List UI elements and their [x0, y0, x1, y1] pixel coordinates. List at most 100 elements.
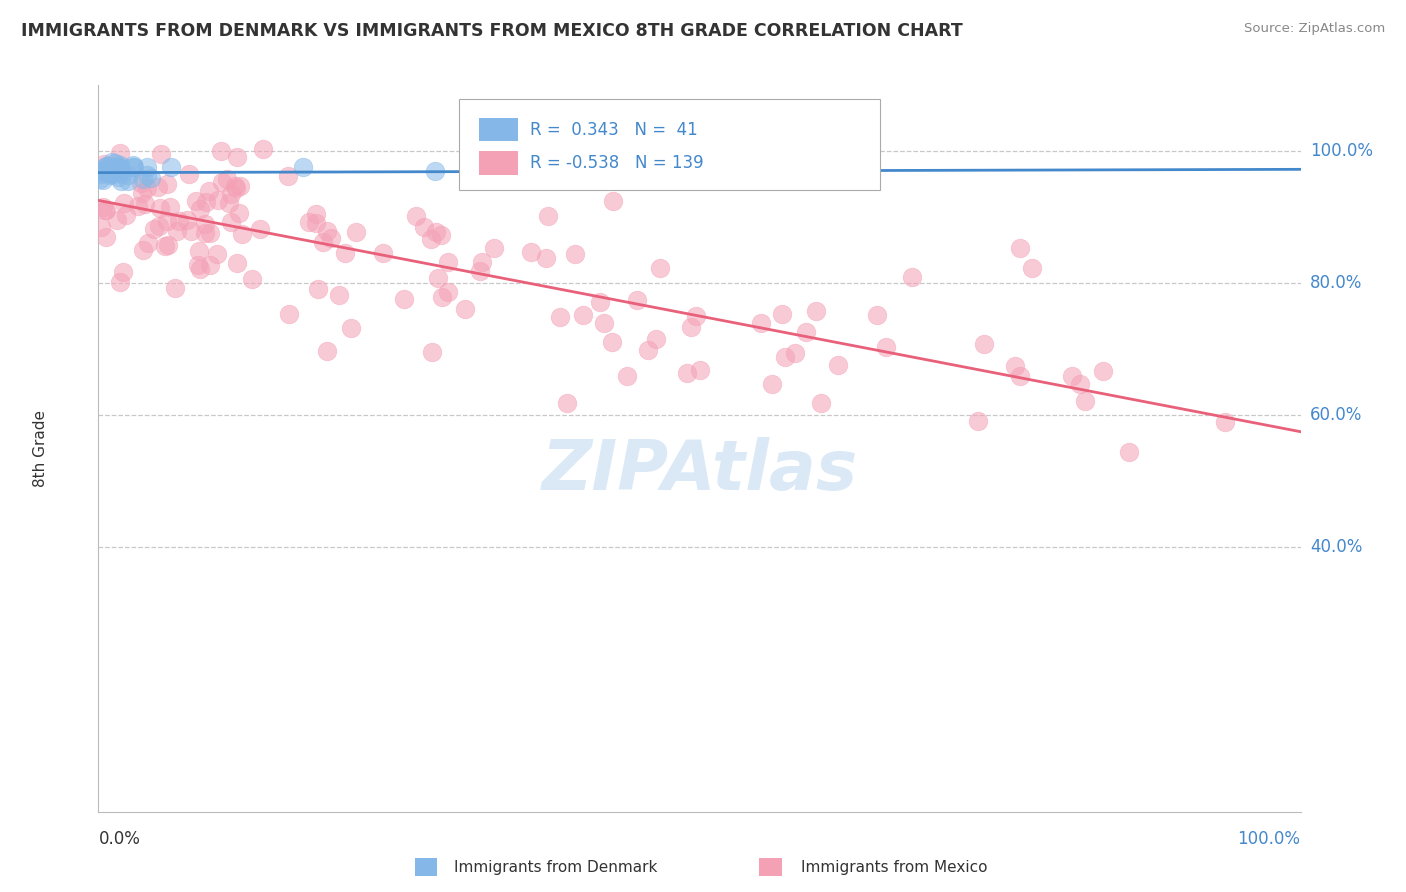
Point [1008, 368, 1031, 383]
Point [1118, 445, 1140, 459]
Point [228, 179, 250, 194]
Point [827, 359, 849, 373]
Point [650, 260, 672, 275]
Point [1004, 359, 1026, 373]
Point [307, 283, 329, 297]
Point [228, 205, 250, 219]
Text: 0.0%: 0.0% [98, 830, 141, 848]
Point [1074, 394, 1097, 409]
Point [198, 226, 221, 240]
Point [315, 344, 337, 359]
Point [676, 366, 699, 380]
Point [679, 319, 702, 334]
Point [188, 261, 211, 276]
Point [572, 308, 595, 322]
Point [105, 161, 128, 176]
Point [136, 236, 159, 251]
Point [207, 194, 229, 208]
Point [94, 159, 117, 173]
Point [218, 195, 240, 210]
Point [305, 207, 328, 221]
Point [761, 377, 783, 392]
Point [100, 168, 122, 182]
Point [194, 217, 217, 231]
Point [198, 258, 221, 272]
Point [437, 285, 460, 299]
Point [101, 161, 124, 175]
Point [973, 336, 995, 351]
Point [190, 202, 212, 216]
Point [90, 164, 112, 178]
Point [1060, 369, 1083, 384]
Point [198, 184, 221, 198]
Point [108, 146, 131, 161]
Point [339, 321, 361, 335]
Point [321, 230, 343, 244]
Point [689, 362, 711, 376]
Point [156, 237, 179, 252]
Point [482, 242, 505, 256]
Point [187, 244, 209, 259]
Point [184, 194, 207, 208]
Point [312, 235, 335, 250]
Point [226, 255, 249, 269]
Point [519, 244, 541, 259]
Text: Source: ZipAtlas.com: Source: ZipAtlas.com [1244, 22, 1385, 36]
Point [240, 271, 263, 285]
Point [626, 293, 648, 308]
Point [94, 160, 117, 174]
Point [775, 351, 797, 365]
Point [209, 145, 232, 159]
Point [167, 214, 190, 228]
Point [425, 225, 447, 239]
Point [90, 167, 112, 181]
Point [1069, 377, 1091, 392]
Point [163, 281, 186, 295]
Point [179, 167, 201, 181]
Point [166, 224, 188, 238]
Point [373, 246, 395, 260]
Point [91, 172, 114, 186]
Point [155, 177, 177, 191]
Point [93, 157, 115, 171]
Point [139, 170, 162, 185]
Point [810, 395, 832, 409]
Point [159, 200, 181, 214]
Point [685, 310, 707, 324]
Point [205, 246, 228, 260]
Point [194, 195, 217, 210]
Point [111, 167, 134, 181]
Point [89, 171, 111, 186]
Point [101, 161, 124, 175]
Point [153, 239, 176, 253]
Point [90, 219, 112, 234]
Point [100, 165, 122, 179]
Point [134, 197, 156, 211]
Bar [479, 118, 519, 141]
Point [117, 174, 139, 188]
Point [149, 147, 172, 161]
Point [110, 173, 132, 187]
Point [252, 142, 274, 156]
Point [966, 414, 988, 428]
Point [98, 168, 121, 182]
Text: Immigrants from Denmark: Immigrants from Denmark [454, 860, 657, 874]
Point [112, 196, 135, 211]
Point [866, 308, 889, 322]
Point [471, 255, 494, 269]
Point [105, 164, 128, 178]
Point [1213, 415, 1236, 429]
Point [537, 209, 560, 223]
Point [101, 154, 124, 169]
Point [298, 215, 321, 229]
Point [593, 316, 616, 330]
Text: Immigrants from Mexico: Immigrants from Mexico [801, 860, 987, 874]
Point [1091, 364, 1114, 378]
Bar [479, 152, 519, 175]
Point [316, 224, 339, 238]
Point [136, 181, 159, 195]
Point [1008, 241, 1031, 255]
Point [90, 165, 112, 179]
Point [291, 161, 314, 175]
Point [97, 159, 120, 173]
